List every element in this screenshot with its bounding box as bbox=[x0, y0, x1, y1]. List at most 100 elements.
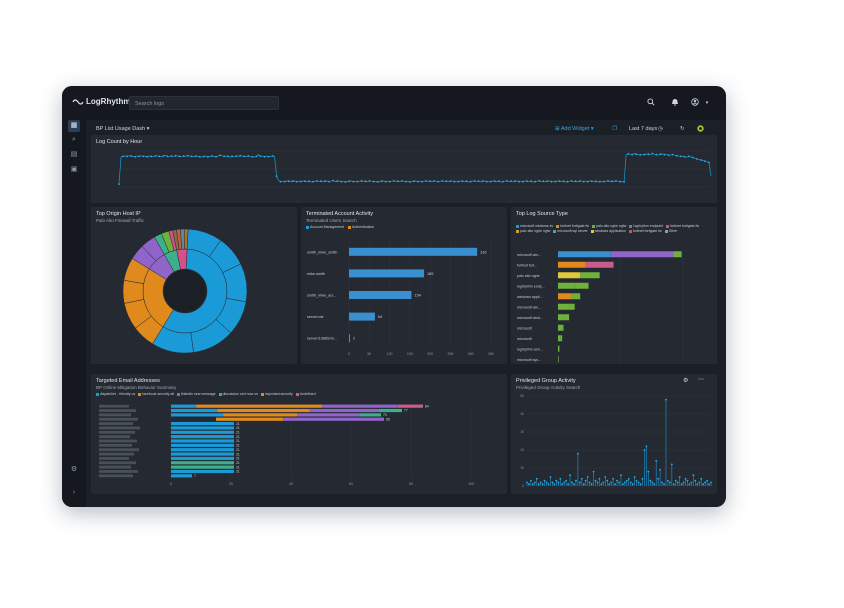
data-point bbox=[598, 477, 601, 480]
category-label: microsoft win... bbox=[517, 305, 541, 309]
data-point bbox=[215, 155, 217, 158]
bar-segment bbox=[580, 272, 600, 279]
tick-label: 50 bbox=[520, 394, 524, 398]
data-point bbox=[263, 155, 266, 158]
data-point bbox=[170, 155, 173, 157]
bar-segment bbox=[558, 272, 581, 279]
redacted-label bbox=[99, 435, 130, 439]
data-point bbox=[691, 156, 694, 159]
panel-title: Log Count by Hour bbox=[96, 139, 143, 145]
data-point bbox=[551, 481, 554, 484]
data-point bbox=[493, 180, 496, 183]
more-icon[interactable]: ⋯ bbox=[698, 377, 704, 383]
grid-icon[interactable]: ▦ bbox=[68, 120, 80, 132]
tick-label: 150 bbox=[407, 352, 413, 356]
redacted-label bbox=[99, 430, 135, 434]
category-label: microsoft bbox=[517, 326, 532, 330]
data-point bbox=[553, 483, 556, 486]
notebook-icon[interactable]: ▤ bbox=[70, 151, 78, 158]
data-point bbox=[320, 180, 322, 183]
redacted-label bbox=[99, 417, 138, 421]
data-point bbox=[559, 477, 562, 480]
legend-item: linkedin new message bbox=[177, 392, 216, 396]
data-point bbox=[445, 180, 448, 183]
data-point bbox=[449, 180, 452, 183]
data-point bbox=[429, 180, 432, 183]
data-point bbox=[255, 155, 258, 158]
expand-icon[interactable]: › bbox=[72, 489, 76, 496]
tick-label: 40 bbox=[289, 482, 293, 486]
data-point bbox=[542, 180, 545, 183]
refresh-icon[interactable]: ↻ bbox=[680, 126, 685, 132]
time-range-selector[interactable]: Last 7 days bbox=[629, 126, 658, 132]
legend-item: microsoft sql server bbox=[553, 229, 588, 233]
gear-icon[interactable]: ⚙ bbox=[70, 466, 78, 473]
data-point bbox=[526, 180, 528, 183]
data-point bbox=[287, 180, 290, 183]
bar-segment bbox=[360, 413, 381, 417]
bar-segment bbox=[562, 324, 564, 331]
data-point bbox=[211, 155, 213, 157]
redacted-label bbox=[99, 404, 129, 408]
data-point bbox=[635, 153, 638, 156]
data-point bbox=[576, 452, 579, 455]
tick-label: 50 bbox=[367, 352, 371, 356]
bar-segment bbox=[171, 408, 218, 413]
redacted-label bbox=[99, 461, 136, 465]
panel-title: Targeted Email Addresses bbox=[96, 378, 160, 384]
bar-segment bbox=[560, 335, 563, 342]
data-point bbox=[607, 180, 609, 182]
data-point bbox=[150, 155, 153, 158]
search-icon[interactable] bbox=[646, 98, 656, 108]
case-icon[interactable]: ▣ bbox=[70, 166, 78, 173]
search-input[interactable]: Search logs bbox=[129, 96, 279, 110]
clock-icon[interactable]: ◷ bbox=[658, 126, 663, 132]
data-point bbox=[344, 181, 347, 183]
data-point bbox=[690, 481, 693, 484]
chevron-down-icon[interactable]: ▾ bbox=[705, 100, 709, 106]
tick-label: 10 bbox=[520, 466, 524, 470]
data-point bbox=[530, 180, 533, 183]
data-point bbox=[328, 180, 330, 183]
category-label: microsoft sys... bbox=[517, 358, 541, 362]
copy-icon[interactable]: ❐ bbox=[612, 126, 617, 132]
data-point bbox=[348, 180, 351, 183]
data-point bbox=[409, 181, 411, 183]
data-label: 21 bbox=[236, 448, 240, 452]
add-widget-label: Add Widget bbox=[560, 126, 590, 132]
data-point bbox=[283, 180, 286, 183]
bell-icon[interactable] bbox=[670, 98, 680, 108]
user-icon[interactable] bbox=[690, 98, 700, 108]
data-point bbox=[645, 445, 648, 448]
data-point bbox=[667, 479, 669, 482]
bar-segment bbox=[171, 413, 224, 417]
data-point bbox=[207, 155, 209, 158]
data-point bbox=[643, 449, 646, 451]
data-point bbox=[162, 155, 165, 157]
search-icon[interactable]: ⌕ bbox=[72, 136, 76, 143]
dashboard-selector[interactable]: BP List Usage Dash ▾ bbox=[96, 126, 149, 132]
bar-segment bbox=[309, 408, 379, 413]
data-point bbox=[364, 180, 367, 183]
tick-label: 20 bbox=[229, 482, 233, 486]
data-point bbox=[413, 180, 415, 183]
data-point bbox=[562, 180, 565, 183]
add-widget-button[interactable]: ⊞ Add Widget ▾ bbox=[555, 126, 594, 132]
tick-label: 20 bbox=[520, 448, 524, 452]
gear-icon[interactable]: ⚙ bbox=[683, 378, 689, 384]
data-point bbox=[227, 155, 230, 158]
bar-segment bbox=[378, 408, 402, 413]
legend-item: logrhythm endpoint bbox=[629, 224, 663, 228]
legend-item: fortinet fortigate fw bbox=[556, 224, 589, 228]
panel-subtitle: Terminated Users Search bbox=[306, 218, 357, 223]
app-window: LogRhythm Search logs ▾ ▦ ⌕ ▤ ▣ ⚙ › BP L… bbox=[62, 86, 726, 507]
data-point bbox=[130, 155, 132, 157]
category-label: smith_mike_acl... bbox=[307, 294, 336, 298]
data-point bbox=[336, 180, 339, 183]
pie-hole bbox=[164, 270, 206, 312]
chevron-down-icon: ▾ bbox=[590, 126, 594, 132]
data-point bbox=[676, 481, 679, 484]
panel-title: Top Log Source Type bbox=[516, 211, 568, 217]
data-point bbox=[138, 155, 141, 158]
bar-segment bbox=[558, 251, 611, 258]
